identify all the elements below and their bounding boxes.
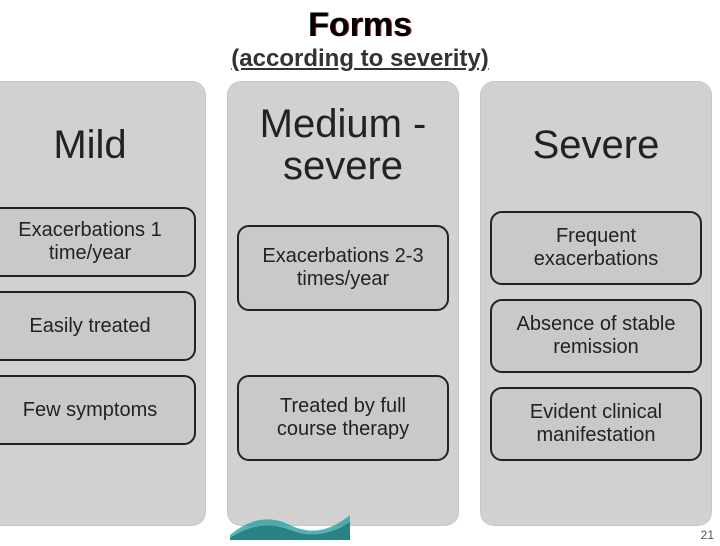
column-header-severe: Severe bbox=[486, 95, 706, 195]
card-medium-therapy: Treated by full course therapy bbox=[237, 375, 448, 461]
card-severe-manifestation: Evident clinical manifestation bbox=[490, 387, 701, 461]
column-header-mild: Mild bbox=[0, 95, 200, 195]
card-severe-remission: Absence of stable remission bbox=[490, 299, 701, 373]
column-medium: Medium -severe Exacerbations 2-3 times/y… bbox=[227, 81, 459, 526]
column-mild: Mild Exacerbations 1 time/year Easily tr… bbox=[0, 81, 206, 526]
column-header-medium: Medium -severe bbox=[233, 95, 453, 195]
card-mild-exacerbations: Exacerbations 1 time/year bbox=[0, 207, 196, 277]
page-subtitle: (according to severity) bbox=[0, 45, 720, 73]
card-mild-treated: Easily treated bbox=[0, 291, 196, 361]
columns-container: Mild Exacerbations 1 time/year Easily tr… bbox=[0, 81, 720, 526]
page-title: Forms bbox=[0, 6, 720, 45]
decorative-graphic bbox=[230, 500, 350, 540]
card-mild-symptoms: Few symptoms bbox=[0, 375, 196, 445]
card-medium-exacerbations: Exacerbations 2-3 times/year bbox=[237, 225, 448, 311]
column-severe: Severe Frequent exacerbations Absence of… bbox=[480, 81, 712, 526]
card-severe-frequent: Frequent exacerbations bbox=[490, 211, 701, 285]
